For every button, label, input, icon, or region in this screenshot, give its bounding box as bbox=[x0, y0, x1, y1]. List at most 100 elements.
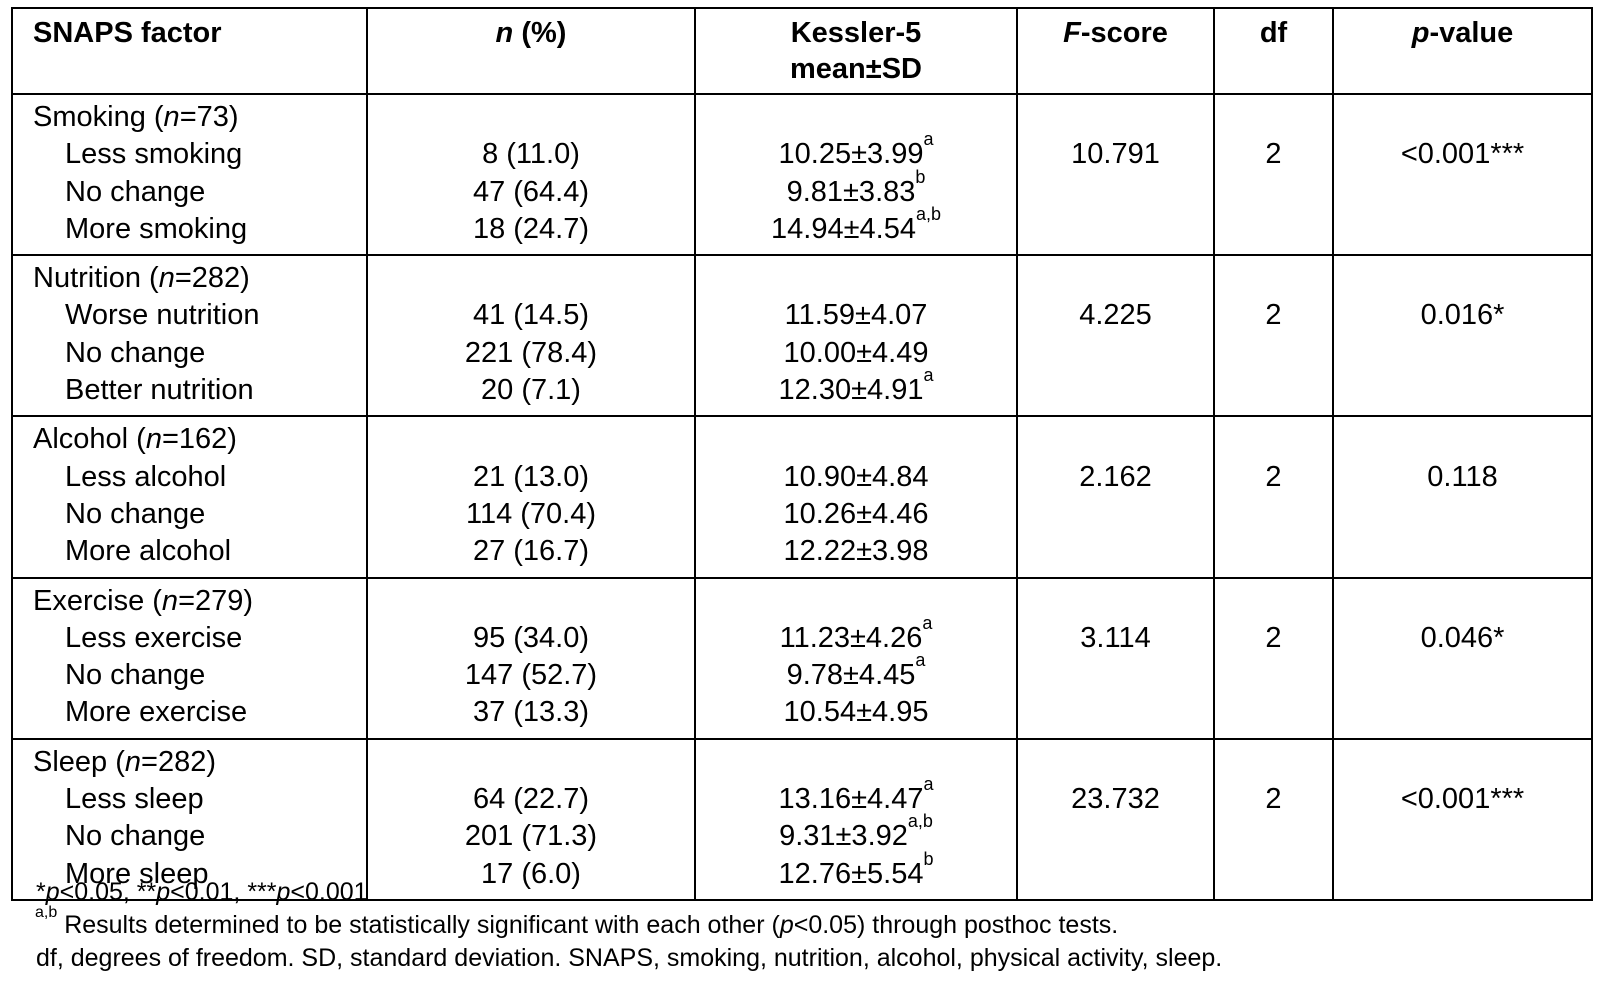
kessler-cell: 13.16±4.47a 9.31±3.92a,b 12.76±5.54b bbox=[694, 737, 1018, 901]
mean-sd-value: 10.26±4.46 bbox=[783, 497, 929, 530]
n-percent-value: 95 (34.0) bbox=[472, 621, 590, 654]
factor-level-label: More sleep bbox=[65, 857, 209, 890]
factor-cell: Exercise (n=279) Less exercise No change Mo… bbox=[11, 576, 368, 740]
table-row: Exercise (n=279) Less exercise No change Mo… bbox=[11, 576, 1593, 740]
table-body: Smoking (n=73) Less smoking No change More … bbox=[11, 92, 1593, 901]
header-row: SNAPS factor n (%) Kessler-5 mean±SD F-sc… bbox=[11, 7, 1593, 95]
n-percent-value: 27 (16.7) bbox=[472, 535, 590, 568]
results-table-container: SNAPS factor n (%) Kessler-5 mean±SD F-sc… bbox=[11, 7, 1593, 901]
footnote-significance: *p<0.05, **p<0.01, ***p<0.001 bbox=[36, 878, 368, 906]
mean-sd-value: 12.76±5.54 bbox=[778, 857, 924, 890]
superscript-mark: a bbox=[923, 129, 934, 150]
mean-sd-value: 11.23±4.26 bbox=[779, 621, 923, 654]
factor-cell: Smoking (n=73) Less smoking No change More … bbox=[11, 92, 368, 257]
table-row: Smoking (n=73) Less smoking No change More … bbox=[11, 92, 1593, 257]
factor-level-label: More exercise bbox=[65, 696, 248, 729]
n-percent-cell: 95 (34.0) 147 (52.7) 37 (13.3) bbox=[366, 576, 696, 740]
factor-level-label: No change bbox=[65, 336, 206, 369]
df-value: 2 bbox=[1265, 299, 1282, 332]
f-score-value: 10.791 bbox=[1071, 138, 1160, 171]
n-percent-value: 20 (7.1) bbox=[481, 374, 581, 407]
footnote-posthoc: a,b Results determined to be statistical… bbox=[35, 904, 1119, 940]
df-value: 2 bbox=[1265, 783, 1282, 816]
mean-sd-value: 9.81±3.83 bbox=[786, 175, 916, 208]
factor-group-title: Smoking (n=73) bbox=[33, 101, 239, 133]
df-value: 2 bbox=[1265, 460, 1282, 493]
df-cell: 2 bbox=[1213, 415, 1334, 579]
n-percent-value: 8 (11.0) bbox=[482, 138, 580, 171]
n-percent-value: 114 (70.4) bbox=[465, 497, 597, 530]
p-value: 0.118 bbox=[1427, 460, 1498, 493]
header-f-score: F-score bbox=[1016, 7, 1215, 95]
header-df: df bbox=[1213, 7, 1334, 95]
kessler-cell: 11.23±4.26a 9.78±4.45a 10.54±4.95 bbox=[694, 576, 1018, 740]
mean-sd-value: 9.78±4.45 bbox=[786, 659, 916, 692]
n-percent-cell: 64 (22.7) 201 (71.3) 17 (6.0) bbox=[366, 737, 696, 901]
factor-level-label: More alcohol bbox=[65, 535, 232, 568]
f-score-value: 3.114 bbox=[1080, 621, 1151, 654]
factor-level-label: No change bbox=[65, 820, 206, 853]
p-value-cell: <0.001*** bbox=[1332, 92, 1593, 257]
superscript-mark: a bbox=[922, 612, 933, 633]
factor-level-label: No change bbox=[65, 497, 206, 530]
header-snaps-factor: SNAPS factor bbox=[11, 7, 368, 95]
snaps-kessler-table: SNAPS factor n (%) Kessler-5 mean±SD F-sc… bbox=[11, 7, 1593, 901]
n-percent-cell: 41 (14.5) 221 (78.4) 20 (7.1) bbox=[366, 254, 696, 418]
f-score-cell: 4.225 bbox=[1016, 254, 1215, 418]
df-cell: 2 bbox=[1213, 576, 1334, 740]
factor-level-label: Less smoking bbox=[65, 138, 243, 171]
f-score-value: 4.225 bbox=[1079, 299, 1152, 332]
mean-sd-value: 10.25±3.99 bbox=[778, 138, 924, 171]
mean-sd-value: 10.00±4.49 bbox=[783, 336, 929, 369]
header-n-percent: n (%) bbox=[366, 7, 696, 95]
mean-sd-value: 12.22±3.98 bbox=[783, 535, 929, 568]
p-value: 0.016* bbox=[1420, 299, 1505, 332]
superscript-mark: b bbox=[915, 166, 926, 187]
p-value: 0.046* bbox=[1420, 621, 1505, 654]
factor-group-title: Alcohol (n=162) bbox=[33, 423, 237, 456]
df-cell: 2 bbox=[1213, 92, 1334, 257]
kessler-cell: 10.90±4.84 10.26±4.46 12.22±3.98 bbox=[694, 415, 1018, 579]
n-percent-value: 21 (13.0) bbox=[472, 460, 590, 493]
f-score-value: 2.162 bbox=[1079, 460, 1152, 493]
n-percent-value: 147 (52.7) bbox=[464, 659, 598, 692]
f-score-cell: 23.732 bbox=[1016, 737, 1215, 901]
mean-sd-value: 10.54±4.95 bbox=[783, 696, 929, 729]
factor-level-label: Less sleep bbox=[65, 783, 204, 816]
factor-group-title: Nutrition (n=282) bbox=[33, 262, 250, 295]
df-cell: 2 bbox=[1213, 737, 1334, 901]
superscript-mark: a bbox=[923, 365, 934, 386]
df-cell: 2 bbox=[1213, 254, 1334, 418]
factor-cell: Alcohol (n=162) Less alcohol No change More… bbox=[11, 415, 368, 579]
superscript-mark: a bbox=[923, 774, 934, 795]
f-score-cell: 2.162 bbox=[1016, 415, 1215, 579]
n-percent-cell: 21 (13.0) 114 (70.4) 27 (16.7) bbox=[366, 415, 696, 579]
factor-level-label: Less alcohol bbox=[65, 460, 227, 493]
n-percent-cell: 8 (11.0) 47 (64.4) 18 (24.7) bbox=[366, 92, 696, 257]
p-value: <0.001*** bbox=[1400, 138, 1525, 171]
f-score-cell: 10.791 bbox=[1016, 92, 1215, 257]
n-percent-value: 221 (78.4) bbox=[464, 336, 598, 369]
table-row: Sleep (n=282) Less sleep No change More sle… bbox=[11, 737, 1593, 901]
mean-sd-value: 14.94±4.54 bbox=[771, 212, 916, 245]
factor-level-label: Less exercise bbox=[65, 621, 243, 654]
n-percent-value: 18 (24.7) bbox=[472, 212, 590, 245]
n-percent-value: 37 (13.3) bbox=[472, 696, 590, 729]
p-value: <0.001*** bbox=[1400, 783, 1525, 816]
df-value: 2 bbox=[1265, 621, 1282, 654]
factor-cell: Nutrition (n=282) Worse nutrition No chang… bbox=[11, 254, 368, 418]
factor-group-title: Exercise (n=279) bbox=[33, 584, 254, 617]
p-value-cell: <0.001*** bbox=[1332, 737, 1593, 901]
header-kessler: Kessler-5 mean±SD bbox=[694, 7, 1018, 95]
factor-cell: Sleep (n=282) Less sleep No change More sle… bbox=[11, 737, 368, 901]
kessler-cell: 10.25±3.99a 9.81±3.83b 14.94±4.54a,b bbox=[694, 92, 1018, 257]
superscript-mark: a,b bbox=[907, 811, 933, 832]
p-value-cell: 0.046* bbox=[1332, 576, 1593, 740]
n-percent-value: 17 (6.0) bbox=[481, 857, 581, 890]
factor-level-label: No change bbox=[65, 175, 206, 208]
n-percent-value: 201 (71.3) bbox=[464, 820, 598, 853]
p-value-cell: 0.016* bbox=[1332, 254, 1593, 418]
kessler-cell: 11.59±4.07 10.00±4.49 12.30±4.91a bbox=[694, 254, 1018, 418]
f-score-value: 23.732 bbox=[1071, 783, 1160, 816]
n-percent-value: 41 (14.5) bbox=[472, 299, 590, 332]
